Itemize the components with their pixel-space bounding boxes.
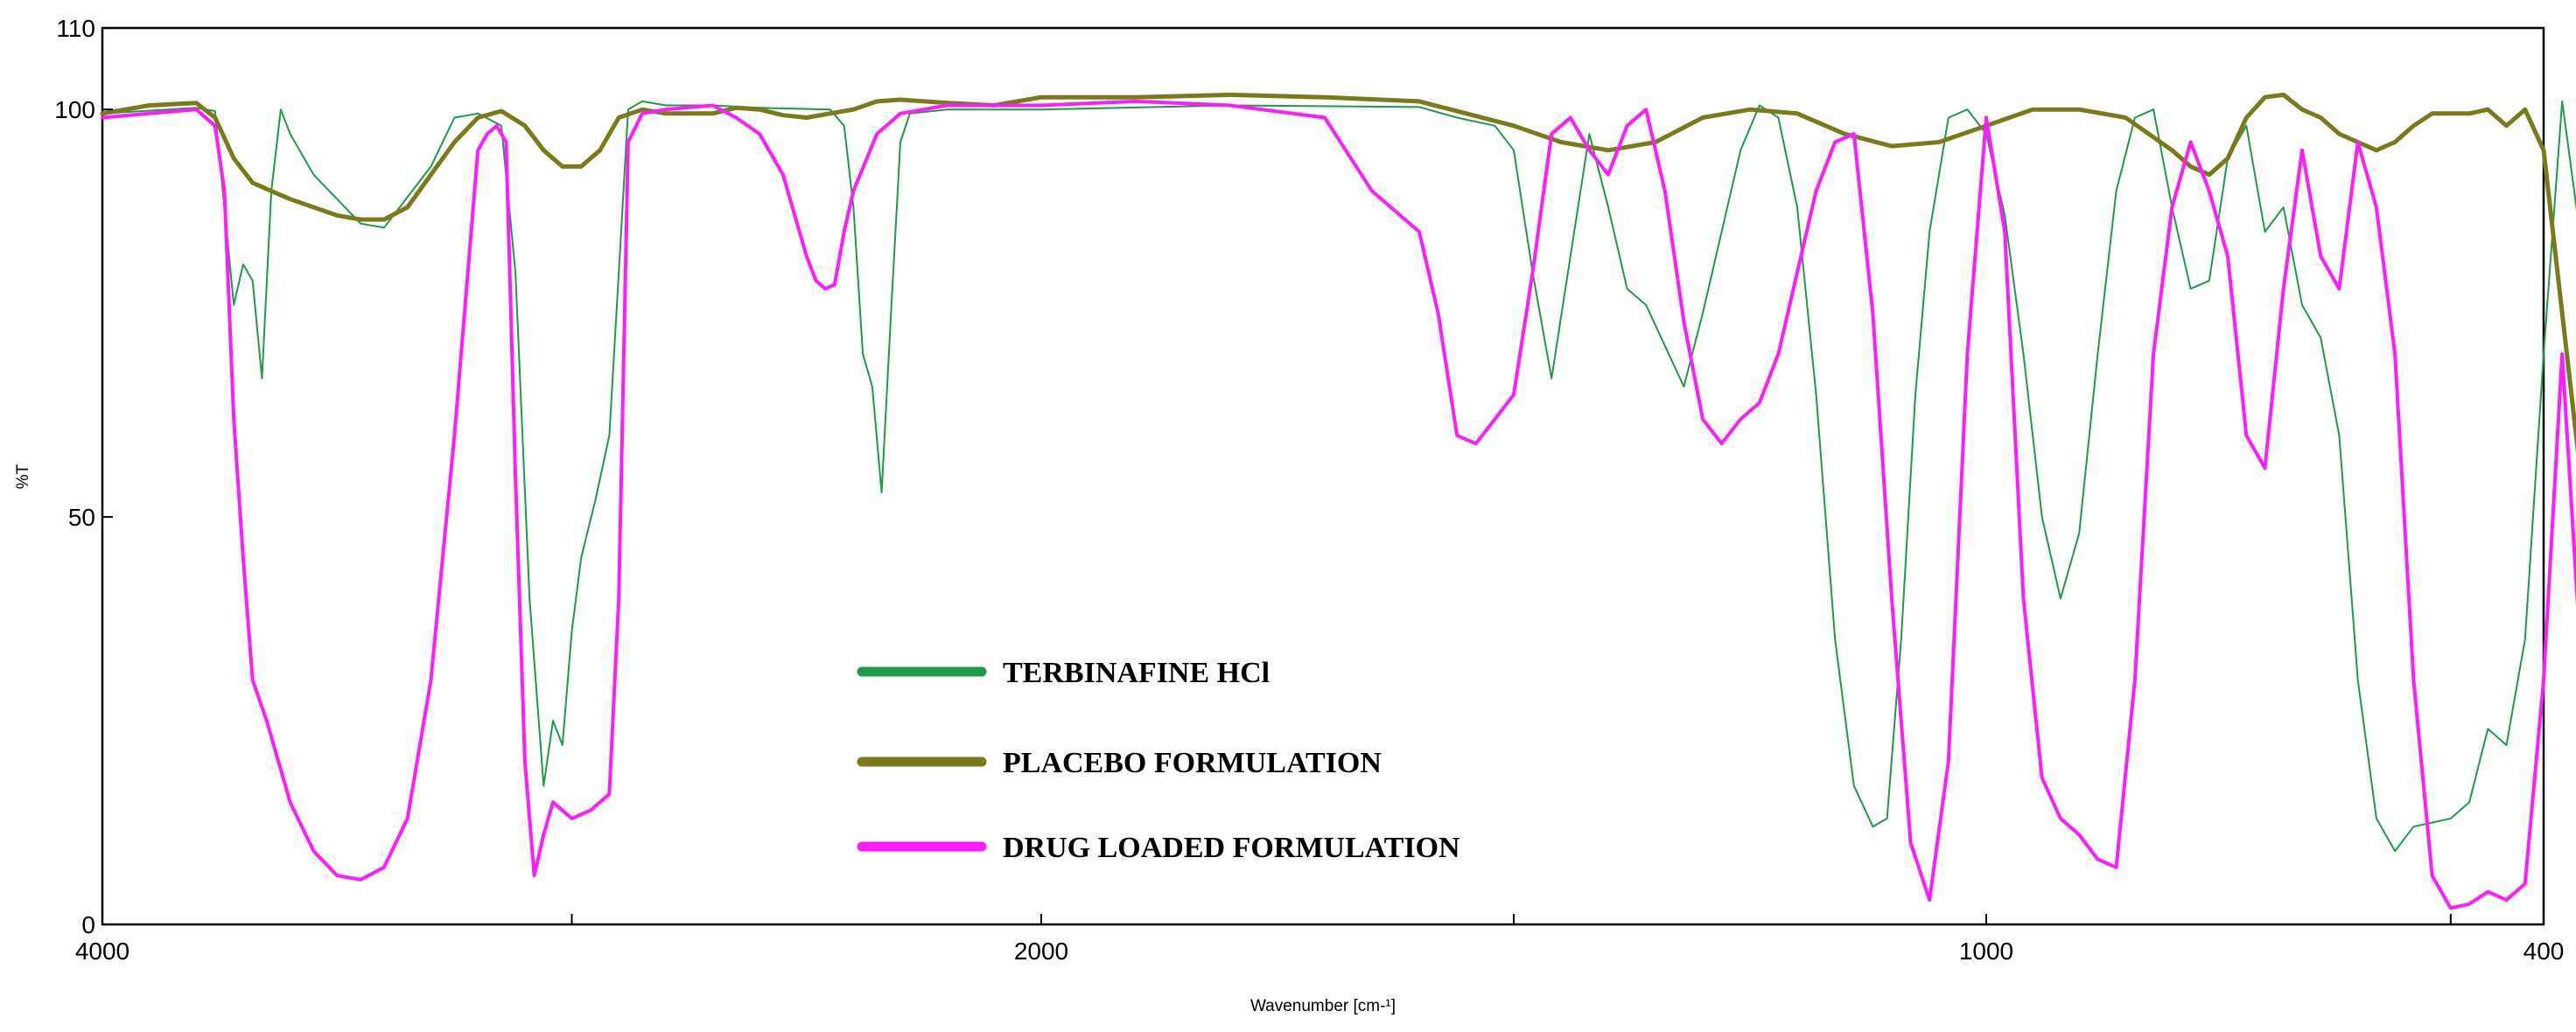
series-line-terbinafine [102, 100, 2576, 853]
legend: TERBINAFINE HCl PLACEBO FORMULATION DRUG… [857, 657, 1460, 864]
legend-label-terbinafine: TERBINAFINE HCl [1003, 657, 1270, 689]
x-axis-title: Wavenumber [cm-¹] [1250, 997, 1396, 1015]
tick-layer [102, 27, 2544, 925]
series-layer [100, 92, 2576, 910]
x-tick-label: 400 [2524, 938, 2565, 965]
legend-label-placebo: PLACEBO FORMULATION [1003, 747, 1382, 779]
series-line-placebo [100, 92, 2576, 454]
x-tick-label: 2000 [1014, 938, 1068, 965]
y-tick-label: 0 [81, 911, 95, 938]
y-tick-label: 110 [56, 15, 95, 42]
legend-label-drug-loaded: DRUG LOADED FORMULATION [1003, 832, 1460, 864]
y-tick-label: 50 [68, 504, 95, 531]
series-line-drug-loaded [101, 99, 2576, 910]
plot-frame [101, 26, 2545, 926]
x-tick-label: 4000 [75, 938, 130, 965]
y-tick-label: 100 [54, 96, 95, 123]
x-tick-label: 1000 [1959, 938, 2013, 965]
y-axis-title: %T [14, 464, 32, 489]
